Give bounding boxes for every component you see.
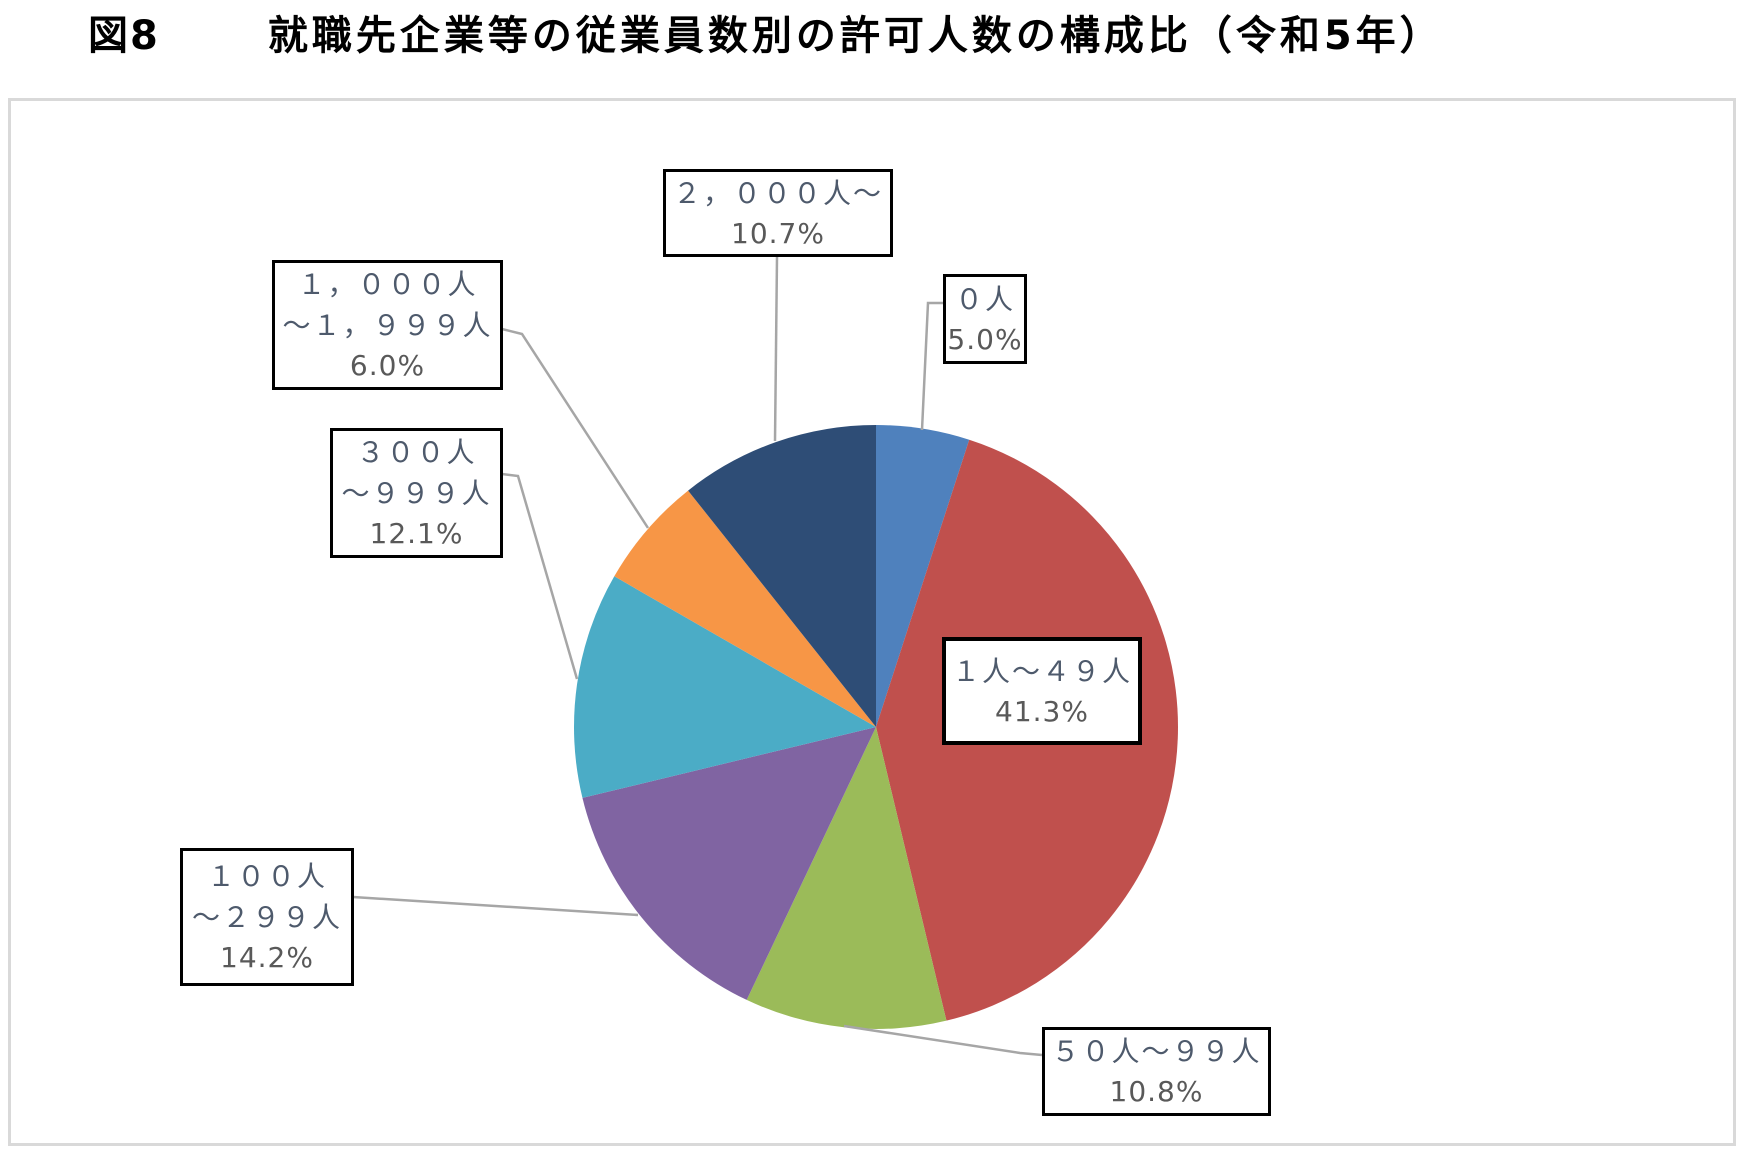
pie-slice-s2000 (688, 425, 876, 727)
pie-label-percent: 41.3% (995, 694, 1089, 728)
pie-label-text: ２，０００人～ (672, 176, 883, 210)
figure-number: 図8 (88, 13, 160, 59)
leader-line-s1000 (501, 327, 650, 529)
pie-label-percent: 5.0% (947, 322, 1023, 356)
pie-label-percent: 10.7% (731, 216, 825, 250)
pie-label-percent: 12.1% (369, 517, 464, 550)
pie-label-1000-1999: １，０００人 ～１，９９９人 6.0% (272, 260, 503, 390)
pie-slice-s300 (574, 576, 876, 798)
pie-label-percent: 10.8% (1109, 1075, 1204, 1108)
chart-title-text: 就職先企業等の従業員数別の許可人数の構成比（令和5年） (267, 13, 1444, 59)
pie-label-0: ０人 5.0% (943, 274, 1027, 364)
pie-label-100-299: １００人 ～２９９人 14.2% (180, 848, 354, 986)
leader-line-zero (920, 301, 943, 431)
chart-title: 図8 就職先企業等の従業員数別の許可人数の構成比（令和5年） (88, 4, 1444, 60)
pie-label-1-49: １人～４９人 41.3% (942, 637, 1142, 745)
pie-slice-s100 (582, 727, 876, 1000)
pie-label-text: １００人 (206, 860, 327, 893)
pie-label-text: ０人 (954, 282, 1015, 316)
pie-label-300-999: ３００人 ～９９９人 12.1% (330, 428, 503, 558)
pie-label-text: ３００人 (356, 436, 477, 469)
pie-label-2000-plus: ２，０００人～ 10.7% (663, 169, 893, 257)
leader-line-s50 (843, 1024, 1043, 1057)
leader-line-s2000 (773, 256, 779, 442)
leader-line-s300 (501, 472, 579, 680)
pie-label-percent: 14.2% (220, 941, 314, 974)
pie-label-text: ～９９９人 (341, 477, 492, 510)
pie-slice-zero (876, 424, 970, 727)
pie-label-text: ～２９９人 (191, 901, 342, 934)
pie-label-percent: 6.0% (349, 349, 426, 382)
pie-label-text: ５０人～９９人 (1051, 1035, 1262, 1068)
pie-label-text: １人～４９人 (951, 654, 1132, 688)
pie-slice-s1000 (614, 490, 876, 727)
pie-label-50-99: ５０人～９９人 10.8% (1042, 1027, 1271, 1116)
pie-label-text: ～１，９９９人 (282, 309, 493, 342)
leader-line-s100 (352, 895, 639, 917)
pie-label-text: １，０００人 (297, 268, 478, 301)
pie-slice-s50 (746, 727, 947, 1029)
